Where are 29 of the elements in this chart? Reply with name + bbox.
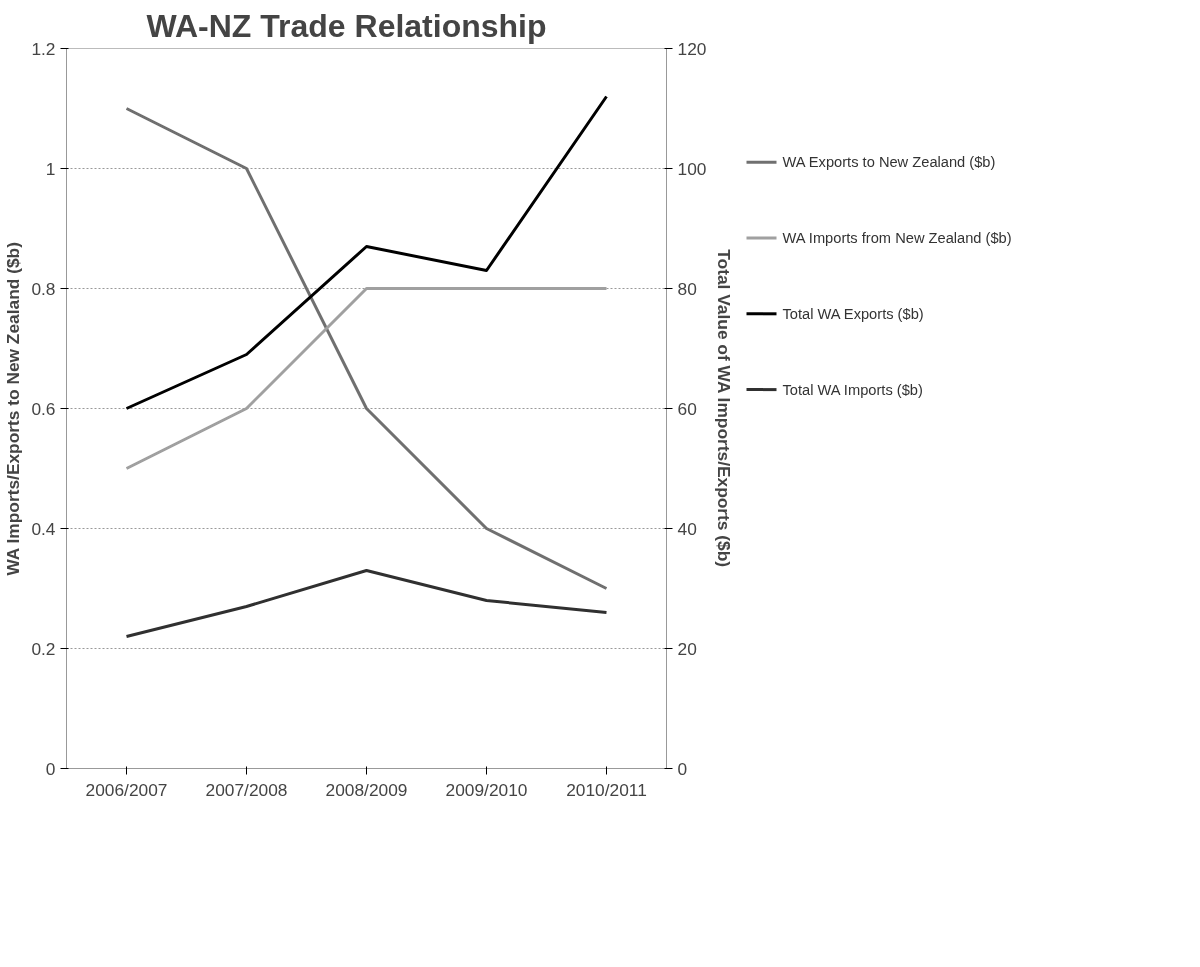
y2-tick-label: 100 bbox=[677, 158, 707, 179]
y-axis-title: WA Imports/Exports to New Zealand ($b) bbox=[3, 242, 24, 576]
y-tick-label: 0.4 bbox=[31, 518, 56, 539]
legend-label: Total WA Exports ($b) bbox=[782, 305, 924, 322]
y-tick-label: 1 bbox=[45, 158, 56, 179]
line-series bbox=[125, 95, 608, 410]
y-tick-label: 0.2 bbox=[31, 638, 56, 659]
line-series bbox=[125, 569, 608, 638]
x-tick-label: 2008/2009 bbox=[325, 779, 408, 800]
y2-tick-label: 0 bbox=[677, 758, 688, 779]
y-tick-label: 0 bbox=[45, 758, 56, 779]
x-tick-label: 2009/2010 bbox=[445, 779, 528, 800]
x-tick-label: 2010/2011 bbox=[566, 779, 647, 800]
y2-tick-label: 40 bbox=[677, 518, 697, 539]
chart-title: WA-NZ Trade Relationship bbox=[146, 7, 547, 44]
y-tick-label: 1.2 bbox=[31, 38, 56, 59]
legend-label: WA Exports to New Zealand ($b) bbox=[782, 154, 996, 171]
y2-axis-title: Total Value of WA Imports/Exports ($b) bbox=[714, 249, 735, 568]
y2-tick-label: 80 bbox=[677, 278, 697, 299]
y2-tick-label: 20 bbox=[677, 638, 697, 659]
legend-label: Total WA Imports ($b) bbox=[782, 381, 923, 398]
x-tick-label: 2006/2007 bbox=[85, 779, 168, 800]
x-tick-label: 2007/2008 bbox=[205, 779, 288, 800]
line-series bbox=[125, 107, 608, 590]
y2-tick-label: 120 bbox=[677, 38, 707, 59]
y-tick-label: 0.8 bbox=[31, 278, 56, 299]
legend-label: WA Imports from New Zealand ($b) bbox=[782, 230, 1012, 246]
y-tick-label: 0.6 bbox=[31, 398, 56, 419]
y2-tick-label: 60 bbox=[677, 398, 697, 419]
